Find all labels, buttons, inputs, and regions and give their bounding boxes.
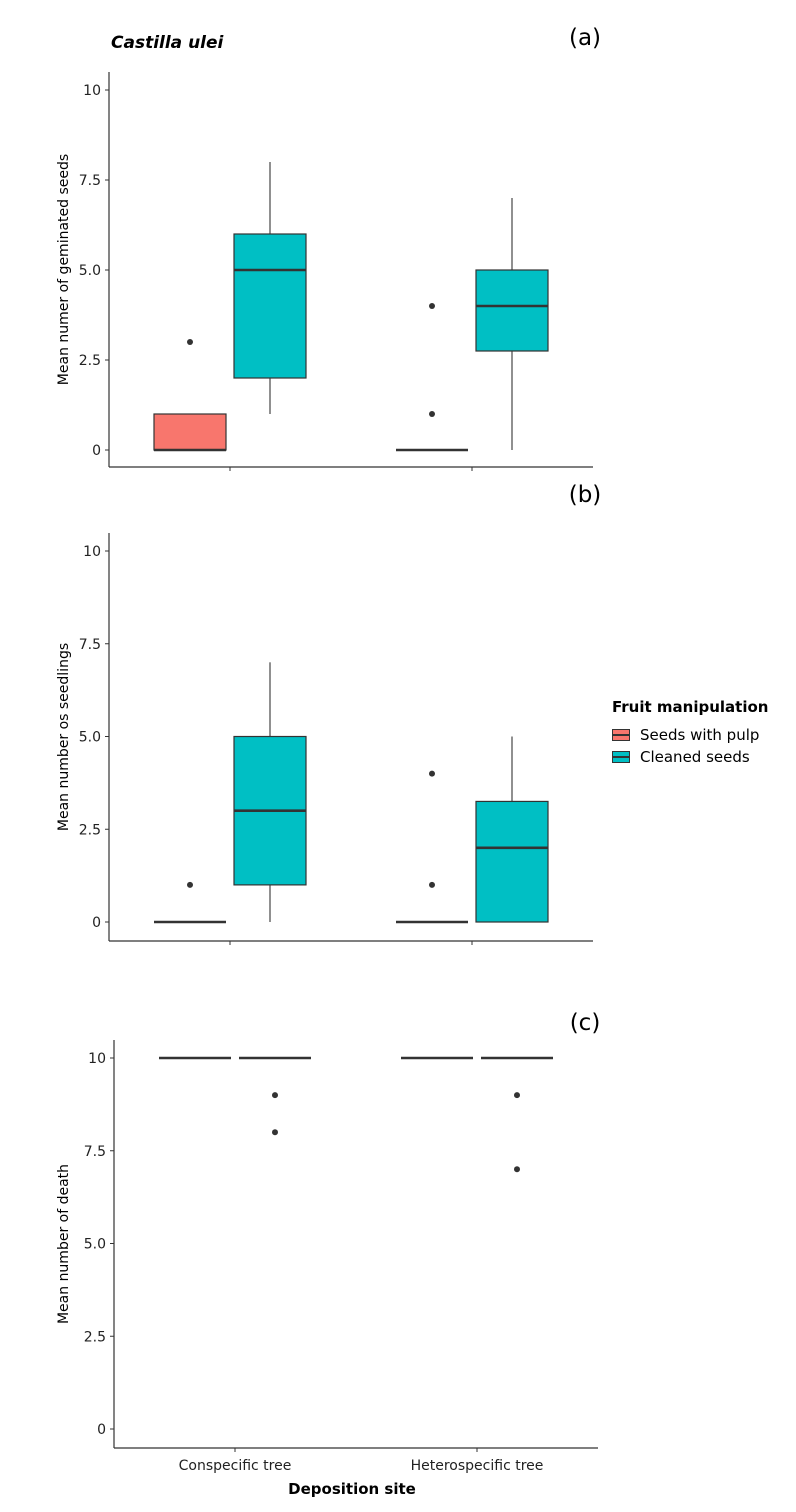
x-tick-label: Conspecific tree — [179, 1458, 292, 1474]
outlier-point — [272, 1092, 278, 1099]
panel-label: (b) — [569, 482, 602, 508]
legend-swatch-cleaned-seeds — [612, 751, 630, 763]
box-cleaned-seeds — [481, 1056, 553, 1173]
box-cleaned-seeds — [239, 1056, 311, 1136]
y-tick-label: 2.5 — [84, 1329, 106, 1345]
x-tick-label: Heterospecific tree — [411, 1458, 544, 1474]
panel-1: (a) 0 2.5 5.0 7.5 10 Mean numer of geminated s… — [56, 25, 601, 471]
outlier-point — [272, 1129, 278, 1136]
y-axis-title: Mean numer of geminated seeds — [56, 154, 72, 385]
y-tick-label: 5.0 — [84, 1237, 106, 1253]
panel-2: (b) 0 2.5 5.0 7.5 10 Mean number os seedlings — [56, 482, 601, 945]
box-seeds-with-pulp — [396, 303, 468, 452]
legend-item-cleaned-seeds: Cleaned seeds — [612, 746, 768, 768]
species-title: Castilla ulei — [111, 33, 225, 53]
box-seeds-with-pulp — [153, 339, 227, 452]
outlier-point — [429, 881, 435, 888]
legend-title: Fruit manipulation — [612, 698, 769, 716]
legend-item-seeds-with-pulp: Seeds with pulp — [612, 724, 768, 746]
outlier-point — [187, 339, 193, 345]
y-tick-label: 7.5 — [79, 637, 101, 653]
outlier-point — [429, 303, 435, 309]
y-tick-label: 2.5 — [79, 822, 101, 838]
box-body — [153, 413, 227, 451]
y-tick-label: 7.5 — [79, 173, 101, 189]
legend-swatch-seeds-with-pulp — [612, 729, 630, 741]
y-axis-title: Mean number os seedlings — [56, 643, 72, 831]
outlier-point — [187, 881, 193, 888]
panel-label: (c) — [570, 1010, 601, 1036]
y-tick-label: 10 — [83, 83, 101, 99]
y-tick-label: 5.0 — [79, 730, 101, 746]
outlier-point — [429, 770, 435, 777]
box-body — [475, 269, 549, 352]
box-body — [475, 800, 549, 923]
x-axis-title: Deposition site — [288, 1480, 416, 1498]
box-seeds-with-pulp — [396, 770, 468, 924]
box-seeds-with-pulp — [154, 881, 226, 924]
box-body — [233, 233, 307, 379]
y-tick-label: 10 — [88, 1051, 106, 1067]
y-tick-label: 2.5 — [79, 353, 101, 369]
box-cleaned-seeds — [475, 736, 549, 923]
legend-label-cleaned-seeds: Cleaned seeds — [640, 748, 750, 766]
y-tick-label: 0 — [97, 1422, 106, 1438]
y-tick-label: 7.5 — [84, 1144, 106, 1160]
y-axis-title: Mean number of death — [56, 1164, 72, 1324]
outlier-point — [514, 1166, 520, 1173]
panel-3: (c) 0 2.5 5.0 7.5 10 Conspecific tree Heterospe… — [56, 1010, 600, 1474]
box-cleaned-seeds — [233, 662, 307, 922]
y-tick-label: 10 — [83, 544, 101, 560]
legend-label-seeds-with-pulp: Seeds with pulp — [640, 726, 760, 744]
y-tick-label: 0 — [92, 443, 101, 459]
legend: Fruit manipulation Seeds with pulp Clean… — [612, 698, 768, 768]
y-tick-label: 0 — [92, 915, 101, 931]
panel-label: (a) — [569, 25, 601, 51]
box-cleaned-seeds — [475, 198, 549, 450]
outlier-point — [514, 1092, 520, 1099]
box-cleaned-seeds — [233, 162, 307, 414]
outlier-point — [429, 411, 435, 417]
y-tick-label: 5.0 — [79, 263, 101, 279]
